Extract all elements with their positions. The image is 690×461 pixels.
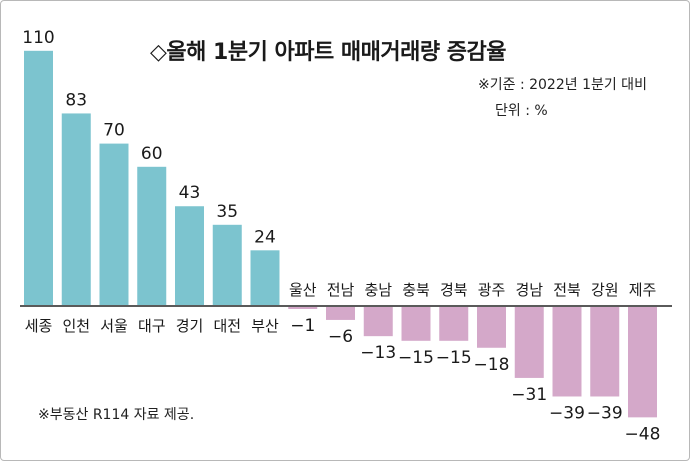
bar-4	[175, 206, 204, 306]
value-label-10: −15	[398, 348, 434, 368]
value-label-5: 35	[216, 202, 238, 222]
value-label-16: −48	[625, 424, 661, 444]
value-label-3: 60	[141, 144, 163, 164]
value-label-13: −31	[511, 385, 547, 405]
category-label-2: 서울	[100, 317, 128, 335]
category-label-14: 전북	[553, 281, 581, 299]
unit-note: 단위 : %	[495, 103, 548, 119]
category-label-12: 광주	[478, 281, 506, 299]
category-label-1: 인천	[62, 317, 90, 335]
value-label-0: 110	[22, 28, 54, 48]
category-label-9: 충남	[364, 281, 392, 299]
bar-16	[628, 306, 657, 418]
bar-5	[212, 224, 242, 306]
value-label-2: 70	[103, 121, 125, 141]
category-label-16: 제주	[629, 281, 657, 299]
category-label-7: 울산	[289, 281, 317, 299]
value-label-15: −39	[587, 403, 623, 423]
bar-12	[477, 306, 506, 348]
bar-6	[250, 250, 280, 306]
baseline-note: ※기준 : 2022년 1분기 대비	[478, 77, 647, 93]
chart-title: ◇올해 1분기 아파트 매매거래량 증감율	[150, 40, 506, 65]
value-label-9: −13	[360, 343, 396, 363]
category-label-5: 대전	[213, 317, 241, 335]
category-label-15: 강원	[591, 281, 619, 299]
category-label-6: 부산	[251, 317, 279, 335]
source-note: ※부동산 R114 자료 제공.	[38, 407, 195, 423]
bar-13	[514, 306, 544, 378]
bar-10	[401, 306, 431, 341]
bar-15	[590, 306, 620, 397]
value-label-4: 43	[179, 183, 201, 203]
bar-9	[363, 306, 393, 337]
bar-3	[137, 166, 167, 306]
bar-8	[326, 306, 355, 320]
value-label-7: −1	[290, 316, 315, 336]
category-label-4: 경기	[176, 317, 204, 335]
category-label-3: 대구	[138, 317, 166, 335]
value-label-14: −39	[549, 403, 585, 423]
category-label-11: 경북	[440, 281, 468, 299]
category-label-8: 전남	[327, 281, 355, 299]
value-label-8: −6	[328, 327, 353, 347]
bar-14	[552, 306, 582, 397]
category-label-0: 세종	[25, 317, 53, 335]
value-label-11: −15	[436, 348, 472, 368]
bar-0	[24, 50, 53, 306]
category-label-10: 충북	[402, 281, 430, 299]
bar-7	[288, 306, 318, 309]
category-label-13: 경남	[515, 281, 543, 299]
value-label-12: −18	[474, 355, 510, 375]
bar-1	[61, 113, 91, 306]
value-label-1: 83	[65, 90, 87, 110]
value-label-6: 24	[254, 227, 276, 247]
bar-2	[99, 143, 129, 306]
bar-11	[439, 306, 469, 341]
